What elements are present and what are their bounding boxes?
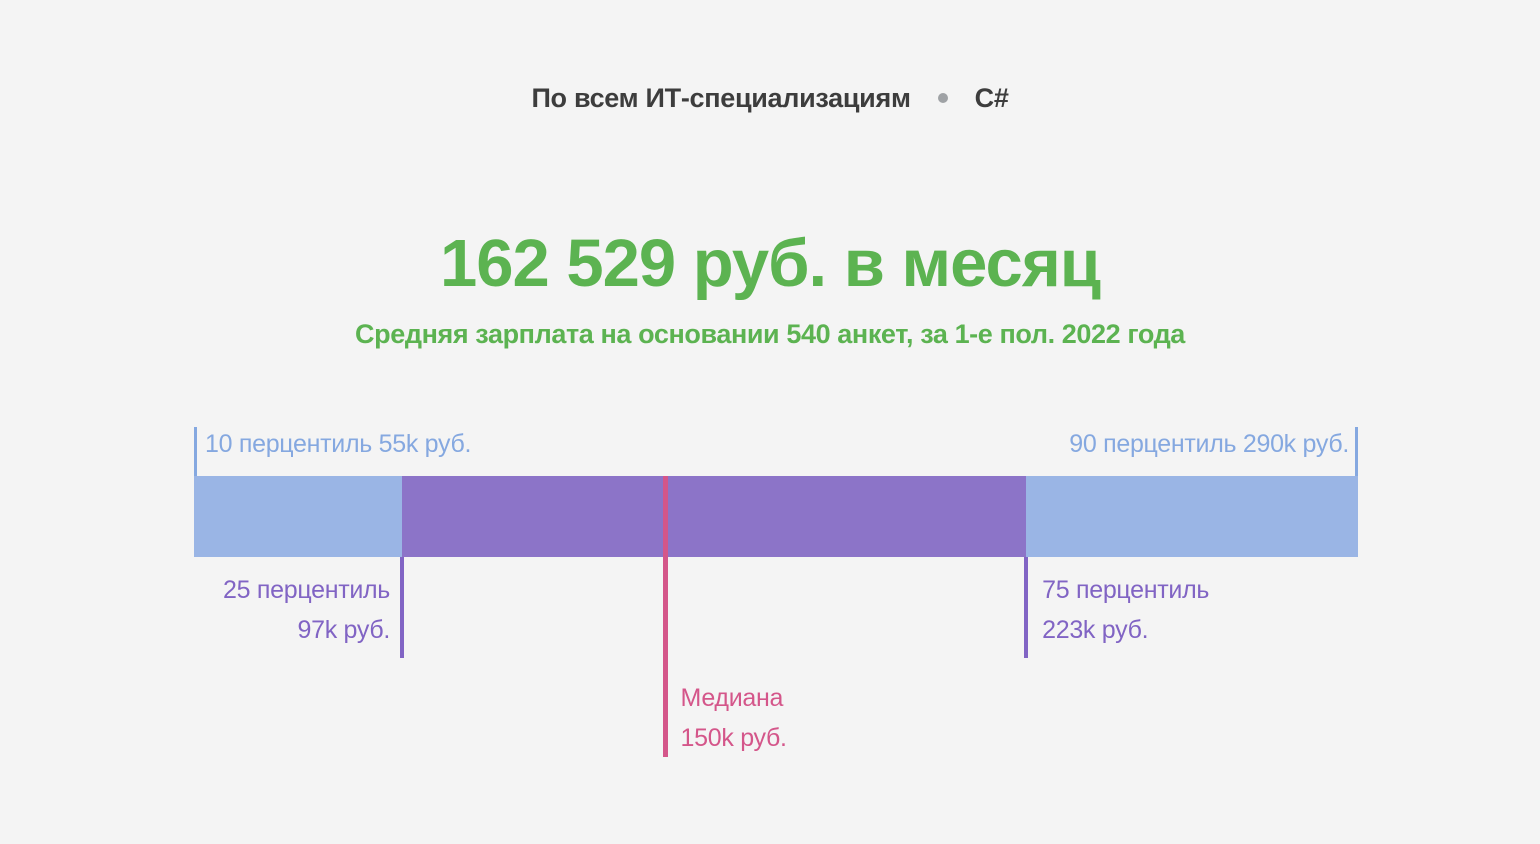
p90-label: 90 перцентиль 290k руб. — [1069, 430, 1349, 458]
tab-separator-dot-icon — [937, 93, 948, 103]
p10-tick — [194, 427, 197, 476]
p25-label: 25 перцентиль 97k руб. — [223, 570, 390, 650]
p25-label-line2: 97k руб. — [297, 616, 391, 644]
p25-label-line1: 25 перцентиль — [223, 576, 391, 604]
median-label: Медиана 150k руб. — [681, 678, 787, 758]
salary-subtitle: Средняя зарплата на основании 540 анкет,… — [355, 319, 1185, 349]
average-salary-title: 162 529 руб. в месяц — [439, 226, 1101, 301]
p25-tick — [400, 557, 405, 658]
p10-label: 10 перцентиль 55k руб. — [205, 430, 472, 458]
percentile-chart: 10 перцентиль 55k руб. 90 перцентиль 290… — [194, 420, 1358, 780]
tab-csharp[interactable]: C# — [974, 83, 1009, 113]
p75-label-line2: 223k руб. — [1042, 616, 1149, 644]
p75-tick — [1024, 557, 1029, 658]
tab-all-it-specializations[interactable]: По всем ИТ-специализациям — [531, 83, 911, 113]
median-line — [662, 476, 668, 757]
median-label-line2: 150k руб. — [680, 724, 787, 752]
p75-label: 75 перцентиль 223k руб. — [1042, 570, 1209, 650]
p25-p75-range-bar — [402, 476, 1027, 557]
specialization-tabs: По всем ИТ-специализациям C# — [0, 82, 1540, 114]
p90-tick — [1355, 427, 1358, 476]
p75-label-line1: 75 перцентиль — [1042, 576, 1210, 604]
median-label-line1: Медиана — [680, 684, 784, 712]
